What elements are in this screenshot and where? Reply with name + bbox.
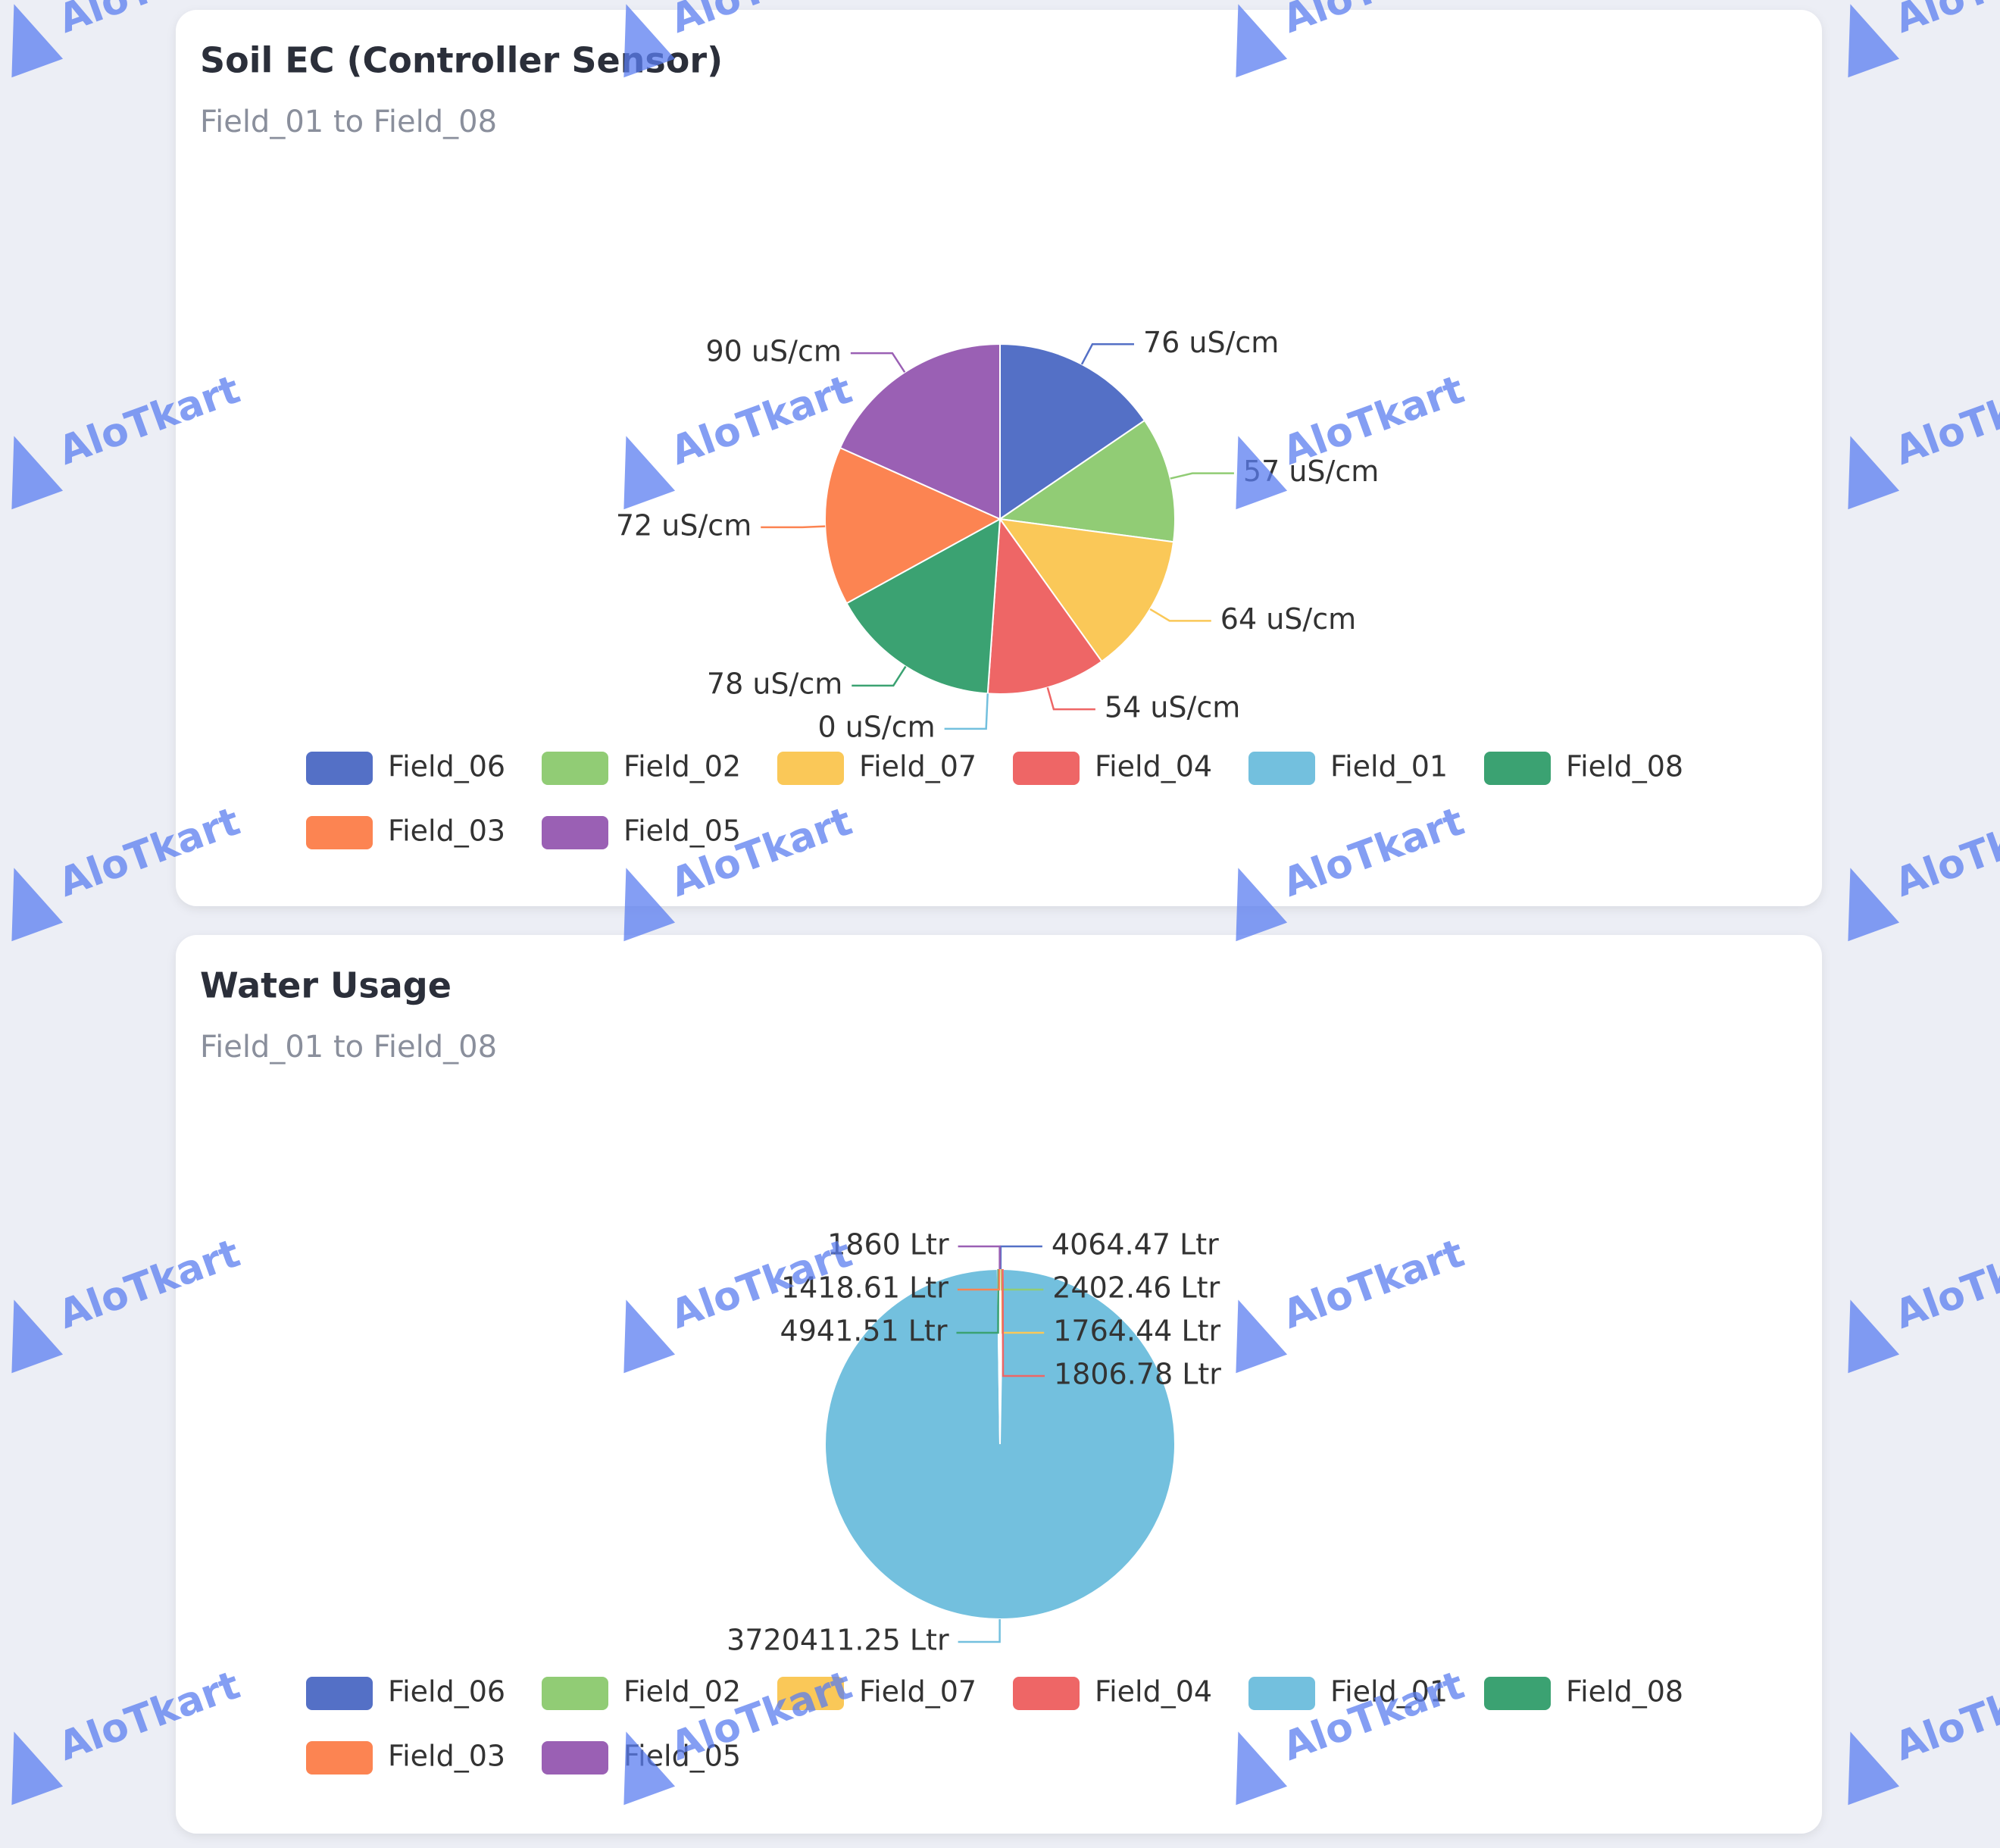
legend-swatch [777, 752, 844, 785]
data-label: 4941.51 Ltr [780, 1315, 948, 1348]
pie-slice [845, 518, 1002, 695]
data-label: 90 uS/cm [706, 335, 842, 368]
watermark-logo [623, 436, 676, 510]
legend-label: Field_01 [1330, 1675, 1448, 1709]
watermark-logo [11, 1299, 64, 1374]
watermark-text: AloTkart [1889, 367, 2000, 474]
leader-line [944, 693, 989, 730]
data-label: 54 uS/cm [1105, 691, 1240, 724]
watermark-logo [11, 436, 64, 510]
legend-swatch [306, 1741, 373, 1775]
watermark-logo [623, 1299, 676, 1374]
watermark-logo [11, 868, 64, 942]
legend-swatch [1484, 752, 1551, 785]
pie-slice [999, 342, 1146, 521]
legend-swatch [1013, 752, 1080, 785]
data-label: 78 uS/cm [707, 667, 842, 700]
chart-subtitle: Field_01 to Field_08 [200, 1030, 497, 1065]
legend-swatch [542, 1741, 608, 1775]
watermark-logo [1848, 436, 1900, 510]
watermark-logo [11, 4, 64, 78]
legend-label: Field_04 [1095, 750, 1212, 783]
legend-swatch [542, 816, 608, 849]
legend-label: Field_03 [388, 815, 505, 848]
legend-label: Field_07 [859, 1675, 977, 1709]
data-label: 3720411.25 Ltr [727, 1623, 949, 1656]
leader-line [850, 352, 906, 373]
pie-slice [998, 518, 1175, 663]
watermark-logo [11, 1731, 64, 1806]
legend-swatch [542, 1677, 608, 1710]
legend-label: Field_01 [1330, 750, 1448, 783]
legend-label: Field_08 [1566, 1675, 1683, 1709]
leader-line [1046, 686, 1095, 711]
legend-label: Field_08 [1566, 750, 1683, 783]
watermark-logo [623, 868, 676, 942]
legend-label: Field_02 [623, 750, 741, 783]
data-label: 1806.78 Ltr [1054, 1358, 1221, 1391]
data-label: 72 uS/cm [616, 508, 752, 542]
data-label: 1764.44 Ltr [1053, 1315, 1220, 1348]
legend-swatch [1248, 752, 1315, 785]
leader-line [958, 1618, 1001, 1643]
legend-label: Field_06 [388, 1675, 505, 1709]
pie-slice [998, 1268, 1001, 1445]
watermark: AloTkart [1848, 1230, 2000, 1374]
watermark: AloTkart [1848, 1662, 2000, 1806]
legend-label: Field_05 [623, 815, 741, 848]
pie-slice [986, 517, 1103, 695]
watermark-logo [623, 1731, 676, 1806]
watermark: AloTkart [1848, 799, 2000, 942]
watermark: AloTkart [1848, 0, 2000, 78]
watermark-text: AloTkart [1889, 1662, 2000, 1770]
legend-swatch [306, 1677, 373, 1710]
watermark: AloTkart [1848, 367, 2000, 510]
leader-line [1002, 1269, 1045, 1377]
legend-label: Field_02 [623, 1675, 741, 1709]
watermark-logo [1848, 868, 1900, 942]
data-label: 0 uS/cm [817, 710, 935, 743]
watermark-logo [1236, 4, 1288, 78]
legend-label: Field_04 [1095, 1675, 1212, 1709]
leader-line [852, 665, 907, 687]
chart-subtitle: Field_01 to Field_08 [200, 105, 497, 139]
data-label: 64 uS/cm [1220, 602, 1356, 636]
leader-line [1149, 608, 1211, 622]
watermark-logo [623, 4, 676, 78]
pie-slice [824, 446, 1002, 605]
watermark-logo [1236, 1731, 1288, 1806]
legend-swatch [1484, 1677, 1551, 1710]
watermark-text: AloTkart [1889, 0, 2000, 42]
data-label: 1418.61 Ltr [781, 1271, 948, 1305]
watermark-text: AloTkart [1889, 799, 2000, 906]
watermark-logo [1236, 1299, 1288, 1374]
leader-line [958, 1245, 1001, 1270]
watermark-text: AloTkart [1889, 1230, 2000, 1338]
data-label: 76 uS/cm [1143, 326, 1279, 359]
leader-line [1080, 343, 1134, 365]
data-label: 4064.47 Ltr [1052, 1228, 1219, 1262]
chart-title: Water Usage [200, 965, 452, 1006]
legend-label: Field_06 [388, 750, 505, 783]
legend-swatch [1248, 1677, 1315, 1710]
legend-label: Field_03 [388, 1740, 505, 1773]
legend-swatch [1013, 1677, 1080, 1710]
leader-line [1170, 472, 1234, 480]
watermark-logo [1848, 1731, 1900, 1806]
watermark-logo [1848, 4, 1900, 78]
legend-swatch [777, 1677, 844, 1710]
data-label: 2402.46 Ltr [1052, 1271, 1220, 1305]
data-label: 1860 Ltr [827, 1228, 949, 1262]
legend-swatch [306, 816, 373, 849]
leader-line [957, 1268, 1001, 1291]
legend-swatch [542, 752, 608, 785]
legend-swatch [306, 752, 373, 785]
watermark-logo [1848, 1299, 1900, 1374]
legend-label: Field_07 [859, 750, 977, 783]
watermark-logo [1236, 436, 1288, 510]
watermark-logo [1236, 868, 1288, 942]
